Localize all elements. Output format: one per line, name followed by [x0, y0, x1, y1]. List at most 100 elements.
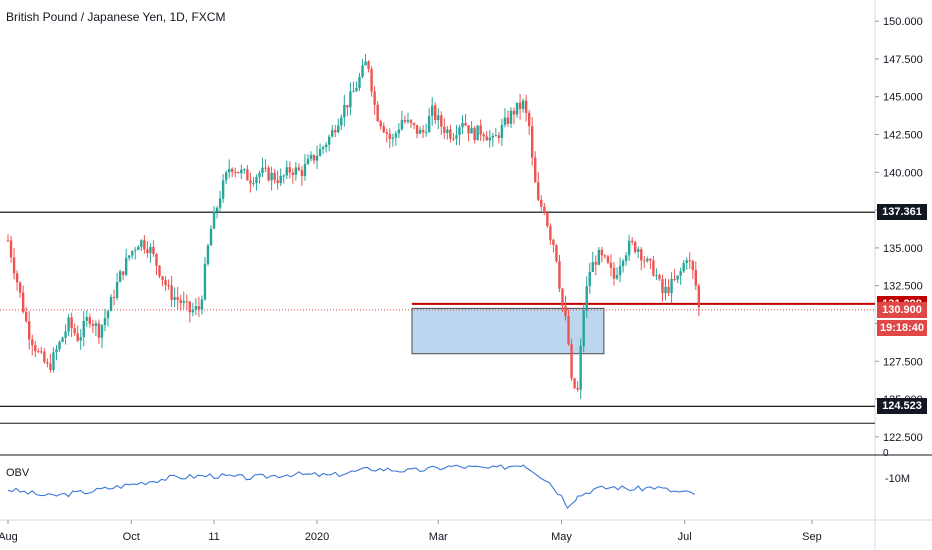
candle-body — [570, 344, 573, 379]
candle-body — [600, 249, 604, 256]
candle-body — [324, 144, 328, 148]
candle-body — [255, 176, 258, 183]
candle-body — [249, 180, 252, 184]
chart-title: British Pound / Japanese Yen, 1D, FXCM — [6, 10, 226, 24]
candle-body — [500, 124, 504, 139]
candle-body — [134, 250, 137, 252]
candle-body — [421, 129, 425, 133]
candle-body — [209, 228, 213, 246]
candle-body — [37, 351, 40, 353]
candle-body — [28, 321, 31, 340]
candle-body — [234, 171, 237, 173]
candle-body — [452, 138, 455, 140]
candle-body — [288, 167, 291, 173]
candle-body — [297, 167, 301, 171]
candle-body — [576, 387, 579, 390]
candle-body — [152, 246, 155, 255]
candle-body — [679, 271, 682, 276]
candle-body — [567, 316, 570, 345]
candle-body — [252, 182, 255, 184]
candle-body — [76, 333, 79, 341]
candle-body — [349, 91, 352, 108]
candle-body — [6, 240, 10, 242]
candle-body — [215, 207, 219, 212]
candle-body — [440, 115, 443, 127]
candle-body — [191, 309, 195, 313]
candle-body — [612, 267, 616, 279]
candle-body — [585, 286, 588, 311]
candle-body — [464, 122, 467, 126]
candle-body — [615, 275, 619, 279]
candle-body — [434, 105, 437, 121]
candle-body — [227, 168, 231, 173]
candle-body — [621, 260, 625, 267]
candle-body — [315, 155, 319, 161]
candle-body — [197, 306, 201, 310]
candle-body — [634, 242, 637, 252]
obv-line — [7, 464, 696, 510]
candle-body — [564, 305, 567, 317]
candle-body — [606, 256, 610, 263]
candle-body — [294, 167, 298, 176]
candle-body — [15, 273, 19, 283]
candle-body — [303, 164, 307, 176]
time-tick-label: Oct — [123, 531, 140, 543]
candle-body — [649, 258, 652, 261]
candle-body — [546, 212, 549, 227]
candle-body — [485, 136, 488, 141]
candle-body — [473, 127, 476, 141]
candle-body — [427, 115, 431, 133]
candle-body — [379, 121, 382, 127]
time-tick-label: 2020 — [305, 531, 329, 543]
candle-body — [364, 61, 367, 66]
candle-body — [415, 124, 419, 134]
candle-body — [627, 240, 631, 256]
candle-body — [540, 199, 543, 207]
candle-body — [109, 296, 113, 312]
candle-body — [170, 285, 173, 300]
price-tick-label: 150.000 — [883, 16, 923, 28]
candle-body — [479, 125, 482, 135]
candle-body — [497, 135, 501, 139]
candle-body — [276, 180, 279, 184]
candle-body — [106, 311, 110, 319]
candle-body — [524, 100, 528, 113]
candle-body — [206, 245, 210, 264]
candle-body — [273, 172, 276, 181]
price-tick-label: 132.500 — [883, 281, 923, 293]
candle-body — [624, 255, 628, 261]
candle-body — [182, 301, 185, 304]
candle-body — [555, 245, 558, 262]
candle-body — [391, 137, 395, 139]
candle-body — [340, 117, 343, 126]
candle-body — [358, 76, 361, 88]
last-price-tag: 130.900 — [877, 301, 927, 318]
candle-body — [282, 175, 285, 177]
candle-body — [385, 132, 388, 134]
candle-body — [100, 325, 104, 338]
candle-body — [91, 323, 95, 326]
candle-body — [61, 337, 64, 342]
candle-body — [46, 362, 49, 364]
candle-body — [331, 130, 334, 137]
candle-body — [285, 167, 288, 176]
candle-body — [449, 129, 452, 139]
time-tick-label: Sep — [802, 531, 822, 543]
candle-body — [194, 306, 198, 310]
support-price-tag: 124.523 — [877, 398, 927, 415]
candle-body — [115, 282, 119, 298]
candle-body — [691, 261, 694, 270]
candle-body — [346, 104, 349, 108]
candle-body — [258, 173, 261, 177]
candle-body — [388, 133, 391, 139]
candle-body — [400, 119, 404, 130]
candle-body — [488, 137, 491, 141]
candle-body — [646, 258, 649, 262]
candle-body — [31, 339, 34, 346]
candle-body — [218, 198, 222, 208]
candle-body — [143, 240, 146, 250]
candle-body — [367, 61, 370, 69]
candle-body — [70, 317, 73, 329]
candle-body — [458, 127, 461, 136]
